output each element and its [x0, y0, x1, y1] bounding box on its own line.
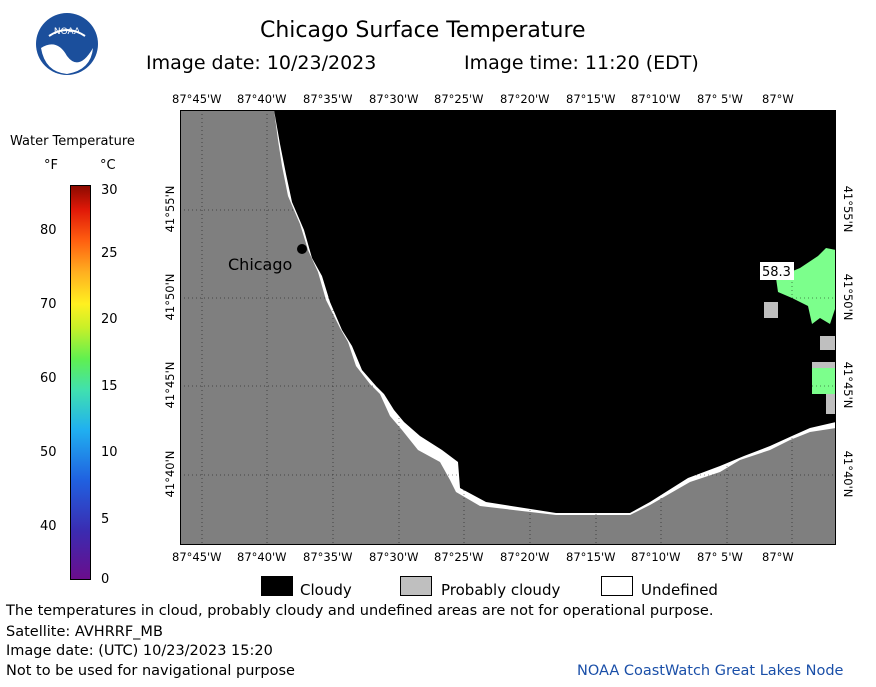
lon-tick-bottom: 87°10'W: [631, 550, 681, 564]
scale-tick-f: 70: [40, 297, 57, 312]
lat-tick-right: 41°45'N: [841, 361, 855, 409]
lon-tick-bottom: 87°W: [762, 550, 794, 564]
probably-cloudy-patch: [764, 302, 778, 318]
scale-tick-f: 50: [40, 445, 57, 460]
footer-nav-warning: Not to be used for navigational purpose: [6, 663, 295, 679]
scale-tick-c: 10: [101, 445, 118, 460]
footer-note: The temperatures in cloud, probably clou…: [6, 603, 714, 619]
scale-tick-f: 80: [40, 223, 57, 238]
footer-satellite: Satellite: AVHRRF_MB: [6, 624, 163, 640]
lon-tick-top: 87°W: [762, 92, 794, 106]
scale-tick-c: 5: [101, 512, 110, 527]
lon-tick-top: 87°25'W: [434, 92, 484, 106]
probably-cloudy-patch-4: [826, 394, 836, 414]
lat-tick-right: 41°40'N: [841, 450, 855, 498]
lon-tick-bottom: 87°20'W: [500, 550, 550, 564]
warm-water-patch: [776, 248, 836, 324]
temperature-label: 58.3: [762, 265, 791, 280]
scale-tick-c: 0: [101, 572, 110, 587]
footer-utc-date: Image date: (UTC) 10/23/2023 15:20: [6, 643, 273, 659]
lat-tick-right: 41°50'N: [841, 273, 855, 321]
logo-text: NOAA: [54, 27, 81, 37]
scale-title: Water Temperature: [10, 134, 135, 149]
lon-tick-bottom: 87°40'W: [237, 550, 287, 564]
lon-tick-top: 87°45'W: [172, 92, 222, 106]
warm-water-patch-2: [812, 368, 836, 394]
lon-tick-top: 87°20'W: [500, 92, 550, 106]
lon-tick-top: 87°15'W: [566, 92, 616, 106]
lon-tick-top: 87°40'W: [237, 92, 287, 106]
scale-tick-f: 60: [40, 371, 57, 386]
scale-tick-c: 30: [101, 183, 118, 198]
city-label: Chicago: [228, 255, 292, 274]
legend-cloudy-swatch: [261, 576, 293, 596]
lon-tick-bottom: 87° 5'W: [697, 550, 743, 564]
scale-tick-c: 25: [101, 246, 118, 261]
scale-tick-c: 15: [101, 379, 118, 394]
probably-cloudy-patch-3: [812, 362, 836, 368]
scale-tick-c: 20: [101, 312, 118, 327]
lat-tick-left: 41°40'N: [163, 450, 177, 498]
lat-tick-right: 41°55'N: [841, 185, 855, 233]
footer-credit: NOAA CoastWatch Great Lakes Node: [577, 663, 844, 679]
page-title: Chicago Surface Temperature: [260, 18, 586, 43]
lon-tick-bottom: 87°35'W: [303, 550, 353, 564]
temperature-label-box: [760, 262, 794, 280]
lat-tick-left: 41°45'N: [163, 361, 177, 409]
scale-unit-f: °F: [44, 158, 58, 173]
scale-tick-f: 40: [40, 519, 57, 534]
legend-probably-cloudy-label: Probably cloudy: [441, 581, 561, 599]
lon-tick-bottom: 87°25'W: [434, 550, 484, 564]
legend-probably-cloudy-swatch: [400, 576, 432, 596]
lon-tick-top: 87°35'W: [303, 92, 353, 106]
chicago-marker: [297, 244, 307, 254]
legend-cloudy-label: Cloudy: [300, 581, 352, 599]
image-date: Image date: 10/23/2023: [146, 52, 377, 74]
lat-tick-left: 41°55'N: [163, 185, 177, 233]
lat-tick-left: 41°50'N: [163, 273, 177, 321]
lon-tick-bottom: 87°30'W: [369, 550, 419, 564]
graticule: [180, 110, 836, 545]
probably-cloudy-patch-2: [820, 336, 836, 350]
image-time: Image time: 11:20 (EDT): [464, 52, 699, 74]
lon-tick-top: 87°10'W: [631, 92, 681, 106]
lon-tick-bottom: 87°45'W: [172, 550, 222, 564]
lon-tick-top: 87° 5'W: [697, 92, 743, 106]
legend-undefined-label: Undefined: [641, 581, 718, 599]
lon-tick-top: 87°30'W: [369, 92, 419, 106]
map-frame: [180, 110, 836, 545]
cloudy-area: [274, 110, 836, 513]
legend-undefined-swatch: [601, 576, 633, 596]
map-area: Chicago 58.3: [180, 110, 836, 545]
noaa-logo-icon: NOAA: [36, 13, 98, 75]
color-scale-bar: [70, 185, 91, 580]
scale-unit-c: °C: [100, 158, 116, 173]
lon-tick-bottom: 87°15'W: [566, 550, 616, 564]
